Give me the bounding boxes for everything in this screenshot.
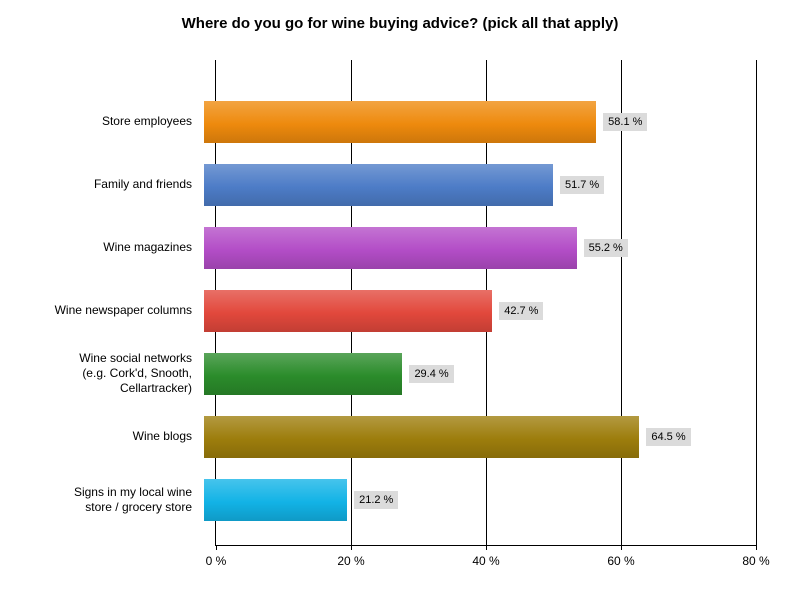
value-label: 64.5 % (646, 427, 691, 446)
value-label: 51.7 % (559, 175, 605, 194)
chart-title: Where do you go for wine buying advice? … (181, 15, 619, 32)
bar-row: Family and friends 51.7 % (0, 153, 756, 216)
bar-track: 21.2 % (204, 468, 744, 531)
category-label: Signs in my local wine store / grocery s… (73, 484, 192, 514)
x-axis-tick (755, 545, 757, 550)
bar-track: 58.1 % (204, 90, 744, 153)
x-tick-label: 40 % (472, 554, 500, 568)
bar-track: 42.7 % (204, 279, 744, 342)
category-label: Wine blogs (132, 429, 192, 443)
x-tick-label: 20 % (337, 554, 365, 568)
bar-row: Store employees 58.1 % (0, 90, 756, 153)
value-label: 29.4 % (409, 364, 454, 383)
category-label: Wine social networks (e.g. Cork'd, Snoot… (79, 351, 192, 395)
x-tick-label: 80 % (742, 554, 770, 568)
value-label: 21.2 % (354, 490, 399, 509)
value-label: 55.2 % (583, 238, 628, 257)
x-axis-tick (215, 545, 217, 550)
bar (204, 478, 348, 521)
gridline (620, 60, 622, 545)
bar (204, 352, 403, 395)
x-axis-tick (350, 545, 352, 550)
category-label: Wine newspaper columns (54, 303, 192, 317)
bar-track: 29.4 % (204, 342, 744, 405)
category-label: Family and friends (93, 177, 192, 191)
bar-row: Signs in my local wine store / grocery s… (0, 468, 756, 531)
x-axis-tick (620, 545, 622, 550)
bar-rows: Store employees 58.1 % Family and friends 5… (0, 60, 756, 545)
x-tick-label: 0 % (205, 554, 227, 568)
bar-row: Wine social networks (e.g. Cork'd, Snoot… (0, 342, 756, 405)
gridline (755, 60, 757, 545)
category-label: Wine magazines (103, 240, 192, 254)
category-label: Store employees (101, 114, 192, 128)
bar-track: 51.7 % (204, 153, 744, 216)
bar-row: Wine magazines 55.2 % (0, 216, 756, 279)
bar (204, 415, 640, 458)
value-label: 42.7 % (499, 301, 544, 320)
bar-row: Wine newspaper columns 42.7 % (0, 279, 756, 342)
bar-track: 55.2 % (204, 216, 744, 279)
x-axis-tick (485, 545, 487, 550)
bar-row: Wine blogs 64.5 % (0, 405, 756, 468)
bar (204, 289, 493, 332)
bar (204, 100, 597, 143)
x-tick-label: 60 % (607, 554, 635, 568)
bar (204, 163, 553, 206)
value-label: 58.1 % (603, 112, 648, 131)
bar-track: 64.5 % (204, 405, 744, 468)
bar (204, 226, 577, 269)
